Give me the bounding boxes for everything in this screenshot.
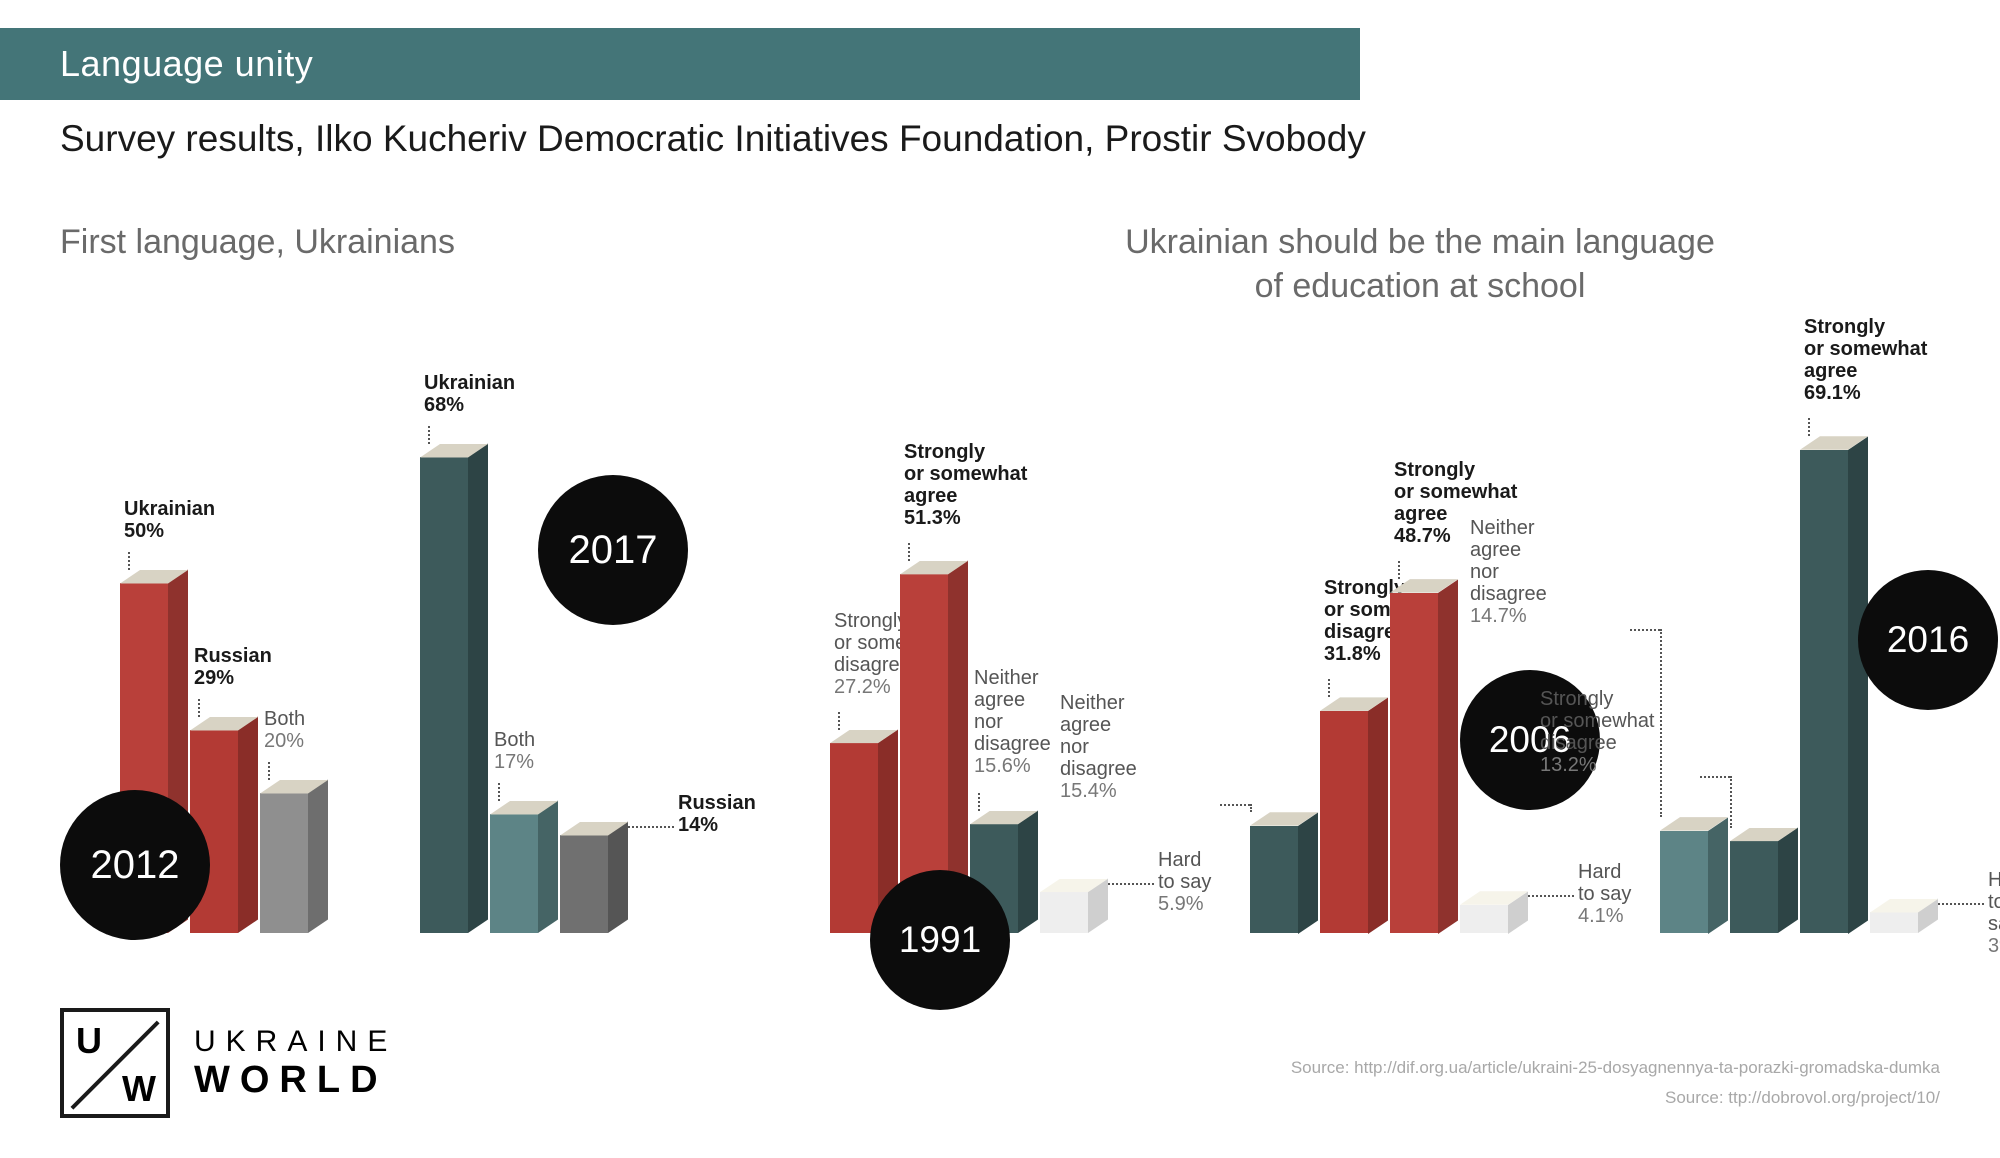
g2016-label-agr: Strongly or somewhat agree69.1% — [1804, 316, 1927, 404]
year-badge-1991: 1991 — [870, 870, 1010, 1010]
g2017-label-ukr: Ukrainian68% — [424, 372, 515, 416]
g2006-leader-nei — [1220, 804, 1250, 806]
subtitle: Survey results, Ilko Kucheriv Democratic… — [60, 118, 1366, 160]
g2006-bar-dis — [1320, 697, 1388, 933]
g2016-leader-nei — [1630, 629, 1660, 631]
infographic-root: Language unity Survey results, Ilko Kuch… — [0, 0, 2000, 1158]
logo: U W UKRAINE WORLD — [60, 1008, 397, 1118]
g1991-label-hard: Hard to say5.9% — [1158, 849, 1211, 915]
source-line-2: Source: ttp://dobrovol.org/project/10/ — [1665, 1088, 1940, 1108]
g2006-bar-hard — [1460, 891, 1528, 933]
g1991-bar-hard — [1040, 879, 1108, 934]
g2017-label-rus: Russian14% — [678, 792, 756, 836]
g2006-label-hard: Hard to say4.1% — [1578, 861, 1631, 927]
g2017-bar-rus — [560, 822, 628, 933]
g2017-bar-both — [490, 801, 558, 933]
logo-line1: UKRAINE — [194, 1025, 397, 1059]
g2016-label-hard: Hard to say3% — [1988, 869, 2000, 957]
g2017-bar-ukr — [420, 444, 488, 933]
g2006-bar-agr — [1390, 579, 1458, 933]
g2012-bar-both — [260, 780, 328, 933]
g2016-leader-dis — [1700, 776, 1730, 778]
year-badge-2016: 2016 — [1858, 570, 1998, 710]
g2012-label-both: Both20% — [264, 708, 305, 752]
logo-mark: U W — [60, 1008, 170, 1118]
g2016-bar-dis — [1730, 828, 1798, 934]
g2012-label-rus: Russian29% — [194, 645, 272, 689]
g2016-label-nei: Neither agree nor disagree14.7% — [1470, 517, 1547, 627]
g2016-bar-hard — [1870, 899, 1938, 933]
header-bar: Language unity — [0, 28, 1360, 100]
g1991-leader-hard — [1108, 883, 1154, 885]
g2006-bar-nei — [1250, 812, 1318, 933]
g2012-label-ukr: Ukrainian50% — [124, 498, 215, 542]
section-title-right: Ukrainian should be the main language of… — [1040, 220, 1800, 308]
g2017-label-both: Both17% — [494, 729, 535, 773]
g2017-leader-rus — [628, 826, 674, 828]
logo-text: UKRAINE WORLD — [194, 1025, 397, 1102]
year-badge-2017: 2017 — [538, 475, 688, 625]
source-line-1: Source: http://dif.org.ua/article/ukrain… — [1291, 1058, 1940, 1078]
g1991-label-nei: Neither agree nor disagree15.6% — [974, 667, 1051, 777]
g2016-bar-nei — [1660, 817, 1728, 933]
g2016-leader-hard — [1938, 903, 1984, 905]
g2006-leader-hard — [1528, 895, 1574, 897]
g2016-bar-agr — [1800, 436, 1868, 933]
g1991-label-agr: Strongly or somewhat agree51.3% — [904, 441, 1027, 529]
g2006-label-nei: Neither agree nor disagree15.4% — [1060, 692, 1137, 802]
section-title-left: First language, Ukrainians — [60, 220, 455, 264]
year-badge-2012: 2012 — [60, 790, 210, 940]
logo-line2: WORLD — [194, 1059, 397, 1102]
g2016-label-dis: Strongly or somewhat disagree13.2% — [1540, 688, 1655, 776]
header-title: Language unity — [60, 43, 313, 85]
